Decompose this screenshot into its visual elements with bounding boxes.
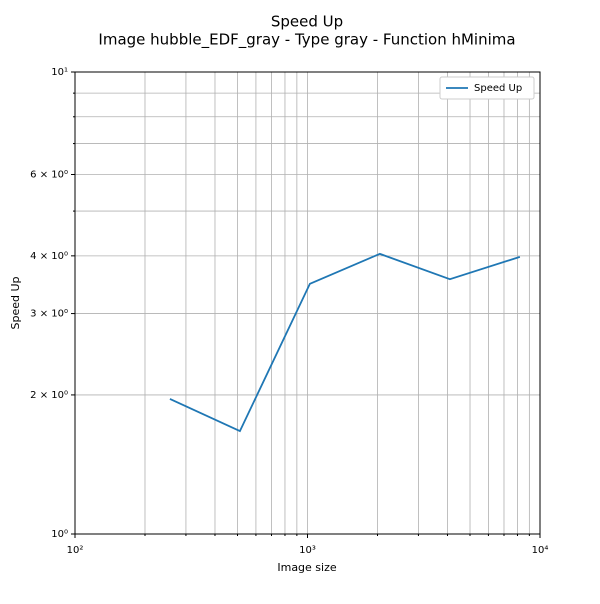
chart-title: Speed Up bbox=[271, 13, 343, 31]
y-axis-label: Speed Up bbox=[9, 276, 22, 329]
legend-box bbox=[439, 76, 535, 100]
y-tick-label: 4 × 10⁰ bbox=[30, 251, 68, 262]
plot-frame bbox=[74, 71, 541, 535]
x-tick-label: 10³ bbox=[299, 545, 316, 556]
y-tick-label: 3 × 10⁰ bbox=[30, 309, 68, 320]
y-tick-label: 10⁰ bbox=[51, 529, 68, 540]
x-tick-label: 10⁴ bbox=[532, 545, 549, 556]
y-tick-label: 2 × 10⁰ bbox=[30, 390, 68, 401]
y-tick-label: 6 × 10⁰ bbox=[30, 169, 68, 180]
x-axis-label: Image size bbox=[277, 561, 337, 574]
y-tick-label: 10¹ bbox=[51, 67, 68, 78]
chart-subtitle: Image hubble_EDF_gray - Type gray - Func… bbox=[98, 31, 515, 50]
legend-label: Speed Up bbox=[474, 83, 522, 94]
data-line bbox=[169, 252, 521, 433]
x-tick-label: 10² bbox=[67, 545, 84, 556]
